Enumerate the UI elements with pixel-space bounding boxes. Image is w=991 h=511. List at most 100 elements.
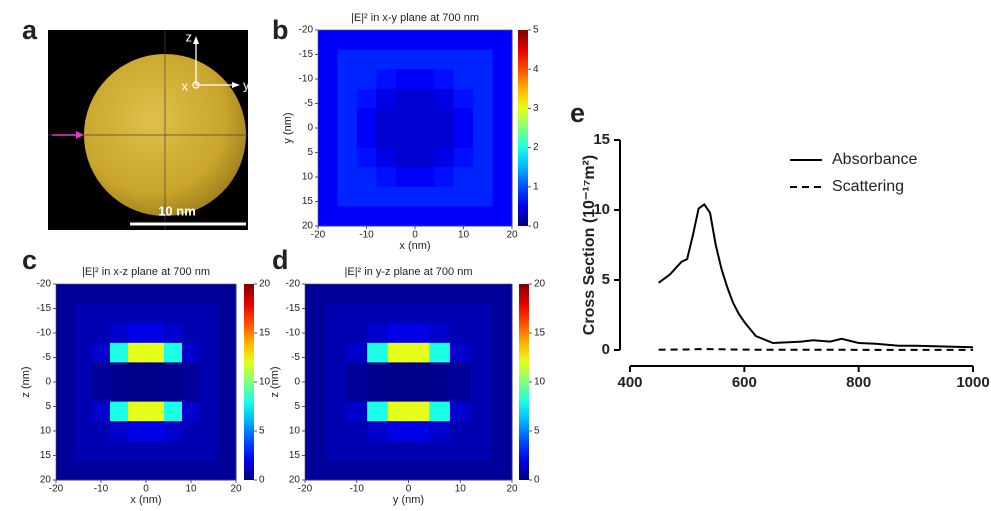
heatmap-cell: [146, 460, 165, 481]
colorbar-tick-label: 2: [533, 142, 539, 153]
heatmap-cell: [453, 88, 474, 109]
heatmap-cell: [492, 108, 513, 129]
heatmap-cell: [473, 186, 494, 207]
heatmap-cell: [128, 303, 147, 324]
heatmap-cell: [218, 362, 237, 383]
heatmap-cell: [415, 30, 435, 51]
heatmap-cell: [376, 49, 397, 70]
heatmap-cell: [356, 49, 377, 70]
heatmap-cell: [429, 440, 451, 461]
colorbar-tick-label: 10: [259, 377, 271, 388]
heatmap-cell: [387, 342, 409, 363]
heatmap-cell: [415, 69, 435, 90]
heatmap-cell: [146, 342, 165, 363]
heatmap-cell: [146, 401, 165, 422]
heatmap-cell: [449, 303, 472, 324]
y-tick-label: 5: [602, 271, 610, 288]
heatmap-cell: [470, 382, 492, 403]
scale-bar-label: 10 nm: [158, 203, 196, 218]
y-tick-label: -5: [304, 98, 313, 109]
heatmap-cell: [346, 382, 368, 403]
heatmap-cell: [346, 362, 368, 383]
heatmap-cell: [305, 460, 327, 481]
y-tick-label: 15: [40, 450, 52, 461]
heatmap-cell: [367, 323, 389, 344]
heatmap-cell: [337, 167, 358, 188]
heatmap-cell: [74, 421, 93, 442]
heatmap-cell: [395, 147, 416, 168]
heatmap-cell: [182, 342, 201, 363]
data-line: [658, 348, 973, 351]
heatmap-cell: [395, 30, 416, 51]
heatmap-cell: [429, 323, 451, 344]
heatmap-cell: [128, 401, 147, 422]
heatmap-cell: [367, 342, 389, 363]
heatmap-cell: [318, 147, 338, 168]
chart-title: |E|² in x-y plane at 700 nm: [351, 12, 479, 24]
heatmap-cell: [346, 421, 368, 442]
heatmap-cell: [56, 323, 75, 344]
y-tick-label: -5: [291, 352, 300, 363]
heatmap-cell: [146, 284, 165, 305]
axis-label: x: [182, 78, 189, 93]
heatmap-cell: [492, 206, 513, 227]
x-tick-label: 10: [185, 484, 197, 495]
axis-label: z: [186, 29, 193, 44]
heatmap-cell: [415, 108, 435, 129]
heatmap-cell: [449, 440, 472, 461]
heatmap-cell: [110, 401, 129, 422]
heatmap-cell: [305, 421, 327, 442]
heatmap-cell: [376, 108, 397, 129]
heatmap-cell: [164, 362, 183, 383]
heatmap-cell: [164, 401, 183, 422]
heatmap-cell: [325, 303, 347, 324]
heatmap-cell: [318, 30, 338, 51]
heatmap-cell: [200, 362, 219, 383]
arrow-head: [193, 36, 199, 44]
heatmap-cell: [92, 382, 111, 403]
heatmap-cell: [408, 323, 430, 344]
heatmap-cell: [128, 342, 147, 363]
heatmap-cell: [376, 206, 397, 227]
heatmap-cell: [356, 30, 377, 51]
heatmap-cell: [473, 206, 494, 227]
y-tick-label: -15: [37, 303, 52, 314]
heatmap-cell: [429, 401, 451, 422]
heatmap-cell: [492, 147, 513, 168]
heatmap-cell: [146, 362, 165, 383]
y-tick-label: 10: [302, 172, 314, 183]
x-tick-label: 0: [143, 484, 149, 495]
heatmap-cell: [305, 303, 327, 324]
heatmap-cell: [449, 342, 472, 363]
heatmap-cell: [318, 108, 338, 129]
heatmap-cell: [491, 421, 513, 442]
heatmap-cell: [492, 88, 513, 109]
heatmap-cell: [473, 128, 494, 149]
heatmap-cell: [337, 128, 358, 149]
panel-label: c: [22, 245, 37, 275]
heatmap-cell: [325, 382, 347, 403]
heatmap-cell: [346, 460, 368, 481]
heatmap-cell: [325, 362, 347, 383]
heatmap-cell: [492, 128, 513, 149]
y-tick-label: -5: [42, 352, 51, 363]
heatmap-cell: [491, 460, 513, 481]
heatmap-cell: [318, 88, 338, 109]
heatmap-cell: [110, 342, 129, 363]
legend-label: Scattering: [832, 178, 904, 195]
heatmap-cell: [491, 382, 513, 403]
heatmap-cell: [434, 128, 455, 149]
heatmap-cell: [356, 206, 377, 227]
heatmap-cell: [218, 421, 237, 442]
heatmap-cell: [492, 186, 513, 207]
heatmap-cell: [200, 460, 219, 481]
heatmap-cell: [367, 460, 389, 481]
heatmap-cell: [218, 323, 237, 344]
heatmap-cell: [218, 303, 237, 324]
heatmap-cell: [337, 49, 358, 70]
heatmap-cell: [325, 460, 347, 481]
heatmap-cell: [387, 460, 409, 481]
heatmap-cell: [376, 30, 397, 51]
y-axis-label: Cross Section (10⁻¹⁷m²): [581, 155, 598, 335]
